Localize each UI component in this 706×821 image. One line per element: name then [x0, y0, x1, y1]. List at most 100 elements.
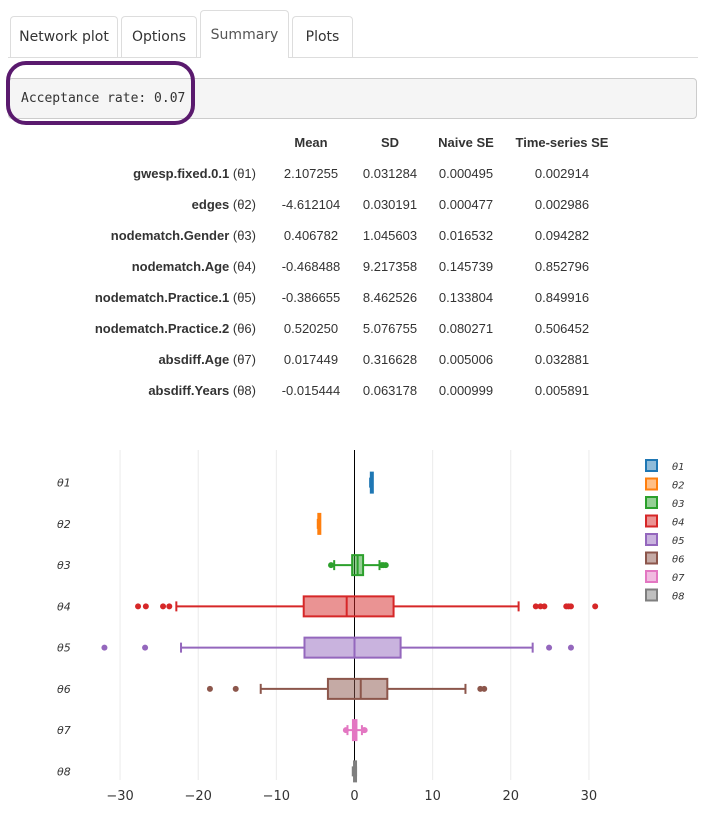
tab-plots[interactable]: Plots — [292, 16, 353, 57]
x-tick-label: 0 — [350, 789, 358, 804]
cell-naive: 0.133804 — [438, 290, 494, 305]
cell-ts: 0.094282 — [534, 228, 590, 243]
legend-swatch — [645, 551, 658, 565]
parameter-symbol: (θ6) — [232, 321, 256, 336]
legend-label: θ2 — [672, 481, 684, 492]
tab-summary[interactable]: Summary — [200, 10, 289, 58]
parameter-name: nodematch.Practice.2 — [94, 321, 230, 336]
row-label: nodematch.Practice.1 (θ5) — [86, 282, 270, 313]
summary-table: Mean SD Naive SE Time-series SE gwesp.fi… — [86, 127, 620, 406]
cell-sd: 0.031284 — [362, 166, 418, 181]
outlier-point — [135, 603, 142, 610]
x-tick-label: 30 — [581, 789, 598, 804]
cell-ts: 0.032881 — [534, 352, 590, 367]
cell-naive: 0.080271 — [438, 321, 494, 336]
outlier-point — [101, 644, 108, 651]
parameter-name: nodematch.Age — [131, 259, 230, 274]
y-tick-label: θ1 — [57, 477, 71, 490]
row-label: absdiff.Age (θ7) — [86, 344, 270, 375]
outlier-point — [481, 685, 488, 692]
cell-sd: 9.217358 — [362, 259, 418, 274]
x-tick-label: −10 — [263, 789, 290, 804]
parameter-name: nodematch.Practice.1 — [94, 290, 230, 305]
cell-ts: 0.005891 — [534, 383, 590, 398]
acceptance-rate-text: Acceptance rate: 0.07 — [21, 91, 186, 106]
outlier-point — [382, 562, 389, 569]
cell-naive: 0.000477 — [438, 197, 494, 212]
y-tick-label: θ4 — [57, 600, 71, 613]
parameter-name: absdiff.Years — [148, 383, 230, 398]
table-header: SD — [380, 135, 400, 150]
boxplot-chart: −30 −20 −10 0 10 20 30 θ1 θ2 θ3 θ4 θ5 θ6 θ7 θ8 θ1 θ2 θ3 θ4… — [0, 440, 706, 817]
outlier-point — [567, 603, 574, 610]
legend-label: θ3 — [672, 499, 684, 510]
legend-swatch — [645, 588, 658, 602]
parameter-symbol: (θ8) — [232, 383, 256, 398]
box — [303, 636, 402, 659]
y-tick-label: θ3 — [57, 559, 71, 572]
cell-ts: 0.506452 — [534, 321, 590, 336]
table-row: edges (θ2) -4.612104 0.030191 0.000477 0.002… — [86, 189, 620, 220]
row-label: nodematch.Gender (θ3) — [86, 220, 270, 251]
legend-label: θ7 — [672, 573, 685, 584]
row-label: edges (θ2) — [86, 189, 270, 220]
row-label: gwesp.fixed.0.1 (θ1) — [86, 158, 270, 189]
cell-naive: 0.000999 — [438, 383, 494, 398]
outlier-point — [361, 727, 368, 734]
legend-swatch — [645, 514, 658, 528]
outlier-point — [166, 603, 173, 610]
legend-swatch — [645, 533, 658, 546]
table-header-blank — [86, 127, 270, 158]
table-header: Time-series SE — [515, 135, 609, 150]
tab-options[interactable]: Options — [121, 16, 197, 57]
parameter-symbol: (θ3) — [232, 228, 256, 243]
tab-divider — [8, 57, 698, 58]
legend-swatch — [645, 570, 658, 583]
row-label: absdiff.Years (θ8) — [86, 375, 270, 406]
cell-mean: -0.015444 — [281, 383, 341, 398]
legend-label: θ1 — [672, 462, 684, 473]
table-header: Naive SE — [438, 135, 494, 150]
parameter-symbol: (θ2) — [232, 197, 256, 212]
outlier-point — [532, 603, 539, 610]
parameter-symbol: (θ7) — [232, 352, 256, 367]
tab-bar: Network plot Options Summary Plots — [0, 0, 706, 58]
cell-sd: 1.045603 — [362, 228, 418, 243]
table-row: absdiff.Years (θ8) -0.015444 0.063178 0.000… — [86, 375, 620, 406]
table-row: gwesp.fixed.0.1 (θ1) 2.107255 0.031284 0.00… — [86, 158, 620, 189]
cell-mean: 2.107255 — [283, 166, 339, 181]
parameter-name: nodematch.Gender — [110, 228, 230, 243]
highlight-annotation — [6, 61, 195, 125]
box — [302, 595, 395, 618]
outlier-point — [142, 603, 149, 610]
table-header: Mean — [294, 135, 328, 150]
boxplot-svg: −30 −20 −10 0 10 20 30 θ1 θ2 θ3 θ4 θ5 θ6 θ7 θ8 θ1 θ2 θ3 θ4… — [57, 450, 685, 804]
legend-label: θ5 — [672, 536, 684, 547]
cell-mean: 0.406782 — [283, 228, 339, 243]
y-tick-label: θ7 — [57, 724, 71, 737]
parameter-symbol: (θ5) — [232, 290, 256, 305]
y-tick-label: θ6 — [57, 683, 71, 696]
cell-mean: 0.017449 — [283, 352, 339, 367]
cell-sd: 5.076755 — [362, 321, 418, 336]
y-tick-label: θ8 — [57, 765, 71, 778]
legend-label: θ4 — [672, 518, 684, 529]
outlier-point — [206, 685, 213, 692]
outlier-point — [592, 603, 599, 610]
legend-swatch — [645, 459, 658, 472]
outlier-point — [160, 603, 167, 610]
x-tick-label: −30 — [106, 789, 133, 804]
tab-label: Plots — [305, 29, 340, 45]
cell-naive: 0.005006 — [438, 352, 494, 367]
tab-label: Summary — [210, 26, 279, 43]
parameter-symbol: (θ1) — [232, 166, 256, 181]
cell-mean: 0.520250 — [283, 321, 339, 336]
cell-sd: 0.063178 — [362, 383, 418, 398]
row-label: nodematch.Practice.2 (θ6) — [86, 313, 270, 344]
cell-ts: 0.002914 — [534, 166, 590, 181]
acceptance-rate-output: Acceptance rate: 0.07 — [8, 78, 697, 119]
tab-label: Network plot — [19, 29, 109, 45]
tab-network-plot[interactable]: Network plot — [10, 16, 118, 57]
cell-sd: 0.316628 — [362, 352, 418, 367]
table-header-row: Mean SD Naive SE Time-series SE — [86, 127, 620, 158]
